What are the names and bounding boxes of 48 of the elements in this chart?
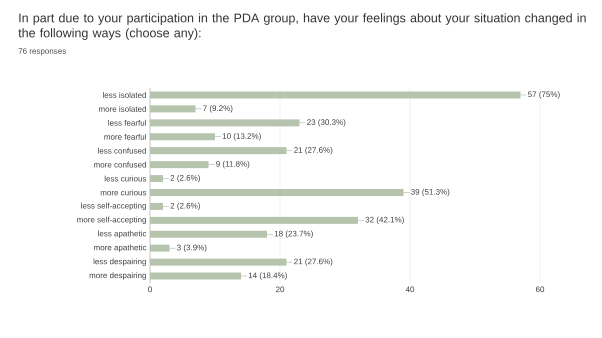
bar <box>150 202 163 210</box>
data-label: 21 (27.6%) <box>294 146 332 154</box>
bar <box>150 119 300 126</box>
bar <box>150 105 196 112</box>
data-label: 57 (75%) <box>528 91 560 99</box>
bar <box>150 244 170 252</box>
y-tick-label: more confused <box>94 162 146 168</box>
data-label: 3 (3.9%) <box>177 244 206 252</box>
x-tick-label: 60 <box>536 286 544 292</box>
bar <box>150 147 287 154</box>
data-label: 9 (11.8%) <box>216 160 250 168</box>
y-tick-label: more fearful <box>104 134 146 140</box>
y-tick-label: less fearful <box>108 120 146 126</box>
data-label: 39 (51.3%) <box>411 188 450 196</box>
y-tick-label: more apathetic <box>94 244 146 252</box>
data-label: 23 (30.3%) <box>307 119 346 127</box>
y-tick-label: more isolated <box>98 106 146 112</box>
y-tick-label: more curious <box>100 190 146 196</box>
data-label: 14 (18.4%) <box>248 272 287 280</box>
bar <box>150 272 241 280</box>
bar <box>150 258 287 266</box>
bar <box>150 216 358 224</box>
x-tick-label: 40 <box>406 286 414 292</box>
bar <box>150 230 268 238</box>
data-label: 10 (13.2%) <box>222 133 261 140</box>
data-label: 2 (2.6%) <box>170 174 200 182</box>
data-label: 21 (27.6%) <box>294 258 332 266</box>
data-label: 7 (9.2%) <box>203 105 232 113</box>
y-tick-label: more despairing <box>90 272 146 280</box>
y-tick-label: less isolated <box>103 92 146 98</box>
data-label: 32 (42.1%) <box>366 216 404 224</box>
y-tick-label: less curious <box>104 176 146 182</box>
bar <box>150 91 521 98</box>
y-tick-label: more self-accepting <box>77 216 146 224</box>
bar <box>150 175 163 182</box>
y-tick-label: less confused <box>98 148 146 154</box>
data-label: 2 (2.6%) <box>170 202 200 210</box>
bar <box>150 188 404 196</box>
text: 76 responses <box>18 48 66 56</box>
bar <box>150 133 215 140</box>
chart-title: In part due to your participation in the PDA group, have your feelings about your situation changed in the following ways (choose any): <box>18 13 586 40</box>
data-label: 18 (23.7%) <box>274 230 313 238</box>
x-tick-label: 0 <box>148 286 152 292</box>
bar <box>150 161 208 168</box>
y-tick-label: less apathetic <box>98 230 146 238</box>
y-tick-label: less self-accepting <box>81 202 146 210</box>
y-tick-label: less despairing <box>94 258 146 266</box>
x-tick-label: 20 <box>276 286 284 292</box>
